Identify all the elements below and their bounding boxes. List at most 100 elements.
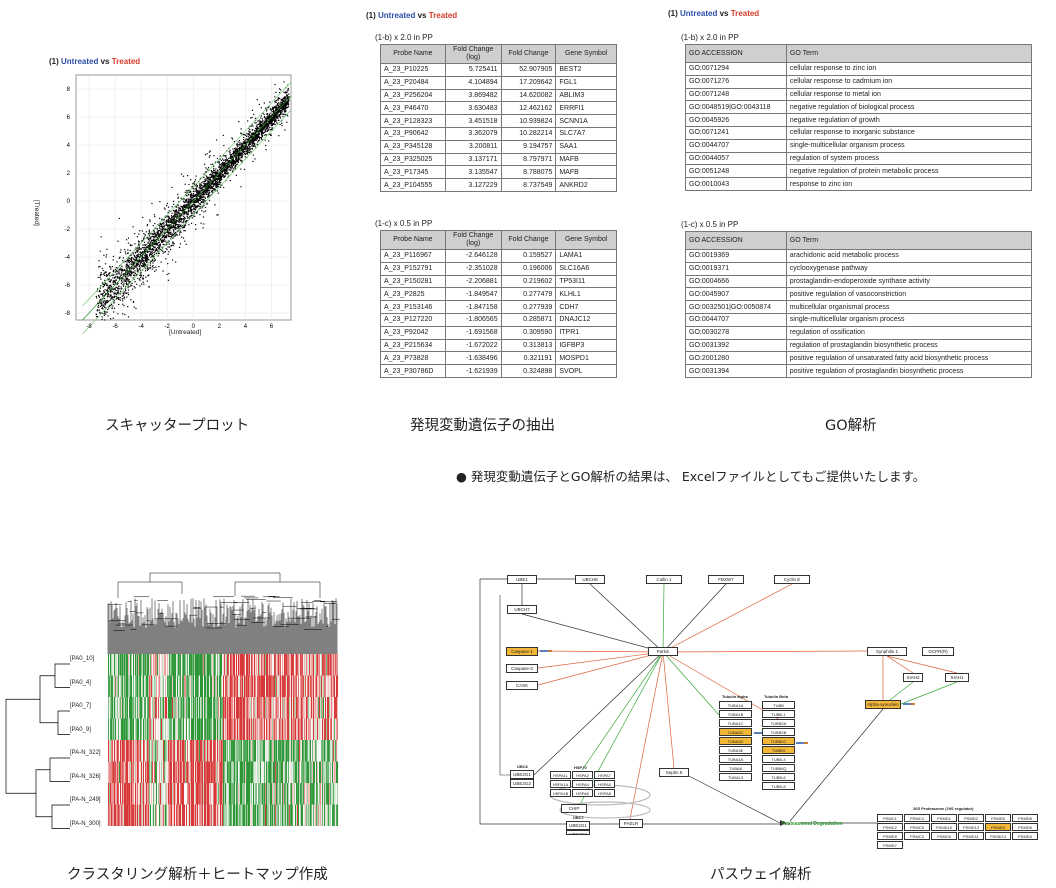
scatter-xtick: -4	[138, 324, 144, 330]
table-cell: prostaglandin-endoperoxide synthase acti…	[785, 274, 1033, 289]
pathway-gene-node: PSMD2	[958, 814, 984, 822]
deg-down-table: Probe Name Fold Change (log) Fold Change…	[380, 230, 617, 378]
table-cell: 0.285871	[500, 312, 557, 327]
pathway-gene-node: HSPA1B	[550, 789, 571, 797]
column-dendrogram	[107, 572, 351, 654]
table-cell: cyclooxygenase pathway	[785, 261, 1033, 276]
scatter-chart-svg: -8 -6 -4 -2 0 2 4 6 8 6 4 2 0 -2 -4 -6 -8	[65, 74, 292, 335]
table-cell: GO:0071294	[685, 62, 787, 76]
pathway-gene-node: PSMC1	[877, 814, 903, 822]
table-cell: GO:0045907	[685, 287, 787, 302]
table-cell: 3.200811	[444, 139, 502, 154]
table-cell: A_23_P153146	[380, 300, 446, 314]
table-cell: GO:0051248	[685, 164, 787, 179]
node-paelr: PAELR	[619, 819, 643, 828]
heatmap-sample-label: [PA0_7]	[70, 703, 91, 709]
table-row: A_23_P20484 4.104894 17.209642 FGL1	[380, 75, 617, 90]
table-cell: GO:0048519|GO:0043118	[685, 100, 787, 115]
deg-down-title: (1-c) x 0.5 in PP	[375, 219, 433, 228]
table-row: A_23_P128323 3.451518 10.939824 SCNN1A	[380, 114, 617, 128]
pathway-gene-node: PSMD8	[1012, 814, 1038, 822]
pathway-gene-node: TUBA1C	[719, 719, 752, 727]
table-row: GO:0045907 positive regulation of vasocon…	[685, 287, 1033, 302]
pathway-gene-node: TUBAL3	[719, 773, 752, 781]
table-cell: FGL1	[555, 75, 617, 90]
heatmap-sample-label: [PA-N_249]	[70, 797, 101, 803]
node-cycline: Cyclin E	[774, 575, 810, 584]
heatmap-sample-label: [PA0_10]	[70, 656, 95, 662]
table-row: A_23_P325025 3.137171 8.797971 MAFB	[380, 152, 617, 167]
table-row: GO:0019369 arachidonic acid metabolic pro…	[685, 249, 1033, 263]
pathway-gene-node: HSPA1A	[550, 780, 571, 788]
pathway-gene-node: PSMD1	[931, 814, 957, 822]
pathway-gene-node: TUBA4A	[719, 755, 752, 763]
table-row: GO:0071241 cellular response to inorganic…	[685, 125, 1033, 140]
scatter-ytick: -4	[65, 255, 71, 261]
table-cell: A_23_P128323	[380, 114, 446, 128]
table-cell: 14.620082	[500, 88, 557, 103]
node-siah1: SIAH1	[945, 673, 969, 682]
pathway-gene-node: PSMD10	[931, 823, 957, 831]
table-row: A_23_P92042 -1.691568 0.309590 ITPR1	[380, 325, 617, 340]
pathway-gene-node: HSPA6	[572, 789, 593, 797]
table-row: GO:2001280 positive regulation of unsatur…	[685, 351, 1033, 366]
table-cell: single-multicellular organism process	[785, 138, 1033, 153]
table-cell: GO:0044707	[685, 138, 787, 153]
table-cell: SLC16A6	[555, 261, 617, 276]
pathway-gene-node: PSMC6	[931, 832, 957, 840]
scatter-caption: スキャッタープロット	[105, 418, 250, 434]
table-cell: A_23_P256204	[380, 88, 446, 103]
table-cell: GO:0044057	[685, 151, 787, 166]
col-header: Fold Change	[500, 230, 557, 250]
pathway-gene-node: TUBB2A	[762, 719, 795, 727]
table-row: GO:0071248 cellular response to metal ion	[685, 87, 1033, 102]
table-cell: ABLIM3	[555, 88, 617, 103]
col-header: GO Term	[785, 231, 1033, 250]
table-row: A_23_P2825 -1.849547 0.277479 KLHL1	[380, 287, 617, 302]
col-header: Gene Symbol	[555, 230, 617, 250]
table-cell: regulation of system process	[785, 151, 1033, 166]
table-cell: A_23_P46470	[380, 101, 446, 116]
pathway-gene-node: HSPA8	[594, 789, 615, 797]
table-row: A_23_P127220 -1.806565 0.285871 DNAJC12	[380, 312, 617, 327]
table-cell: A_23_P2825	[380, 287, 446, 302]
table-row: A_23_P256204 3.869482 14.620082 ABLIM3	[380, 88, 617, 103]
table-cell: regulation of prostaglandin biosynthetic…	[785, 338, 1033, 353]
pathway-gene-node: TUBB-6	[762, 773, 795, 781]
table-row: GO:0031394 positive regulation of prostag…	[685, 364, 1033, 378]
table-cell: 17.209642	[500, 75, 557, 90]
table-row: GO:0004666 prostaglandin-endoperoxide syn…	[685, 274, 1033, 289]
table-row: A_23_P46470 3.630483 12.462162 ERRFI1	[380, 101, 617, 116]
table-cell: 4.104894	[444, 75, 502, 90]
table-cell: A_23_P215634	[380, 338, 446, 353]
table-cell: 0.309590	[500, 325, 557, 340]
table-cell: 9.194757	[500, 139, 557, 154]
table-cell: cellular response to inorganic substance	[785, 125, 1033, 140]
table-cell: 10.282214	[500, 126, 557, 141]
table-cell: SVOPL	[555, 364, 617, 378]
table-row: A_23_P153146 -1.847158 0.277939 CDH7	[380, 300, 617, 314]
table-row: GO:0019371 cyclooxygenase pathway	[685, 261, 1033, 276]
table-cell: -1.806565	[444, 312, 502, 327]
table-cell: 10.939824	[500, 114, 557, 128]
table-cell: negative regulation of biological proces…	[785, 100, 1033, 115]
table-cell: A_23_P10225	[380, 63, 446, 77]
table-cell: KLHL1	[555, 287, 617, 302]
node-parkin: Parkin	[648, 647, 678, 656]
table-cell: negative regulation of protein metabolic…	[785, 164, 1033, 179]
pathway-gene-node: TUBB4Q	[762, 764, 795, 772]
table-cell: multicellular organismal process	[785, 300, 1033, 314]
table-cell: SLC7A7	[555, 126, 617, 141]
scatter-ytick: 0	[67, 199, 71, 205]
node-caspase3: Caspase-3	[506, 664, 538, 673]
table-cell: negative regulation of growth	[785, 113, 1033, 127]
go-up-table: GO ACCESSION GO Term GO:0071294 cellular …	[685, 44, 1033, 191]
pathway-gene-node: PSMD6	[1012, 823, 1038, 831]
scatter-xtick: 0	[192, 324, 196, 330]
table-cell: SCNN1A	[555, 114, 617, 128]
table-cell: A_23_P73828	[380, 351, 446, 366]
table-row: GO:0031392 regulation of prostaglandin bi…	[685, 338, 1033, 353]
table-cell: LAMA1	[555, 249, 617, 263]
table-row: GO:0032501|GO:0050874 multicellular organ…	[685, 300, 1033, 314]
table-cell: 12.462162	[500, 101, 557, 116]
